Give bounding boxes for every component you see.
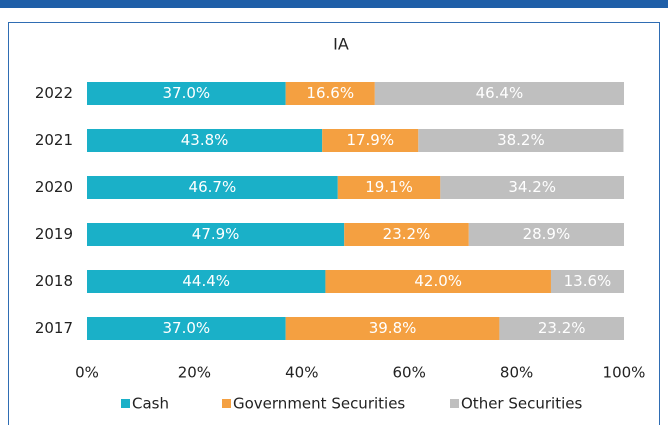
x-tick-label: 100% [603, 364, 646, 382]
bar-segment [87, 82, 286, 105]
data-label: 46.7% [189, 178, 237, 196]
bar-segment [322, 129, 419, 152]
bar-segment [440, 176, 624, 199]
data-label: 39.8% [369, 319, 417, 337]
y-tick-label: 2021 [35, 131, 73, 149]
data-label: 28.9% [523, 225, 571, 243]
bar-segment [87, 176, 338, 199]
bar-segment [344, 223, 469, 246]
data-label: 34.2% [508, 178, 556, 196]
data-label: 44.4% [182, 272, 230, 290]
data-label: 13.6% [564, 272, 612, 290]
data-label: 38.2% [497, 131, 545, 149]
x-tick-label: 20% [178, 364, 211, 382]
bar-segment [285, 82, 375, 105]
bar-segment [87, 270, 326, 293]
y-tick-label: 2017 [35, 319, 73, 337]
bar-segment [325, 270, 551, 293]
legend-label: Cash [132, 395, 169, 413]
bar-segment [87, 129, 323, 152]
x-tick-label: 80% [500, 364, 533, 382]
bar-segment [468, 223, 624, 246]
bar-segment [550, 270, 624, 293]
data-label: 16.6% [306, 84, 354, 102]
legend-label: Government Securities [233, 395, 405, 413]
data-label: 37.0% [163, 319, 211, 337]
chart-title: IA [333, 35, 349, 54]
data-label: 43.8% [181, 131, 229, 149]
y-tick-label: 2018 [35, 272, 73, 290]
bar-segment [418, 129, 624, 152]
y-tick-label: 2020 [35, 178, 73, 196]
x-tick-label: 60% [393, 364, 426, 382]
bar-segment [499, 317, 624, 340]
data-label: 23.2% [383, 225, 431, 243]
y-tick-label: 2022 [35, 84, 73, 102]
data-label: 37.0% [163, 84, 211, 102]
data-label: 46.4% [476, 84, 524, 102]
x-tick-label: 40% [285, 364, 318, 382]
data-label: 42.0% [414, 272, 462, 290]
bar-segment [374, 82, 624, 105]
data-label: 17.9% [346, 131, 394, 149]
legend-swatch [222, 399, 231, 408]
data-label: 47.9% [192, 225, 240, 243]
bar-segment [87, 317, 286, 340]
x-tick-label: 0% [75, 364, 99, 382]
header-strip [0, 0, 668, 8]
data-label: 23.2% [538, 319, 586, 337]
bar-segment [285, 317, 500, 340]
bar-segment [337, 176, 441, 199]
y-tick-label: 2019 [35, 225, 73, 243]
data-label: 19.1% [365, 178, 413, 196]
bar-segment [87, 223, 345, 246]
legend-label: Other Securities [461, 395, 582, 413]
legend-swatch [121, 399, 130, 408]
legend-swatch [450, 399, 459, 408]
